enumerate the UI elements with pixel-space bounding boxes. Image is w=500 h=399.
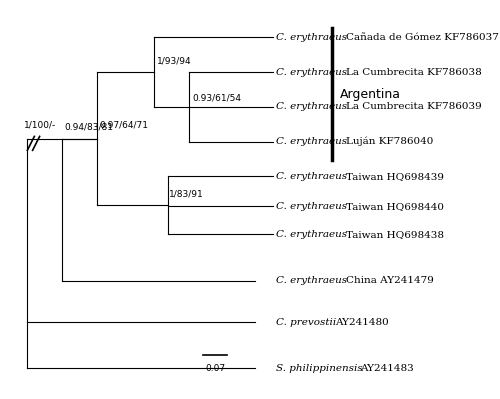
Text: C. erythraeus: C. erythraeus	[276, 33, 347, 42]
Text: 1/83/91: 1/83/91	[170, 190, 204, 198]
Text: La Cumbrecita KF786038: La Cumbrecita KF786038	[346, 68, 482, 77]
Text: Argentina: Argentina	[340, 88, 400, 101]
Text: 1/93/94: 1/93/94	[157, 56, 192, 65]
Text: C. erythraeus: C. erythraeus	[276, 276, 347, 285]
Text: C. erythraeus: C. erythraeus	[276, 68, 347, 77]
Text: La Cumbrecita KF786039: La Cumbrecita KF786039	[346, 103, 482, 111]
Text: 0.94/83/81: 0.94/83/81	[64, 123, 113, 132]
Text: AY241483: AY241483	[360, 364, 414, 373]
Text: Luján KF786040: Luján KF786040	[346, 137, 433, 146]
Text: China AY241479: China AY241479	[346, 276, 434, 285]
Text: C. prevostii: C. prevostii	[276, 318, 336, 327]
Text: AY241480: AY241480	[336, 318, 389, 327]
Text: C. erythraeus: C. erythraeus	[276, 202, 347, 211]
Text: 1/100/-: 1/100/-	[24, 120, 56, 130]
Text: 0.07: 0.07	[205, 364, 225, 373]
Text: S. philippinensis: S. philippinensis	[276, 364, 363, 373]
Text: C. erythraeus: C. erythraeus	[276, 230, 347, 239]
Text: Cañada de Gómez KF786037: Cañada de Gómez KF786037	[346, 33, 498, 42]
Text: Taiwan HQ698438: Taiwan HQ698438	[346, 230, 444, 239]
Text: Taiwan HQ698440: Taiwan HQ698440	[346, 202, 444, 211]
Text: 0.97/64/71: 0.97/64/71	[99, 120, 148, 130]
Text: Taiwan HQ698439: Taiwan HQ698439	[346, 172, 444, 181]
Text: 0.93/61/54: 0.93/61/54	[192, 93, 241, 102]
Text: C. erythraeus: C. erythraeus	[276, 137, 347, 146]
Text: C. erythraeus: C. erythraeus	[276, 172, 347, 181]
Text: C. erythraeus: C. erythraeus	[276, 103, 347, 111]
